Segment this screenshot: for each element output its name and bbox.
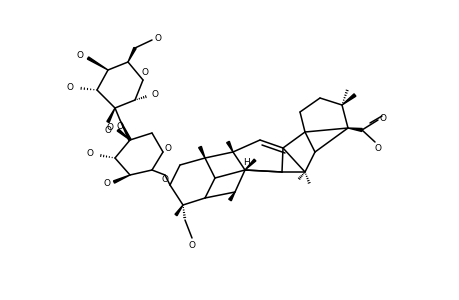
Text: O: O: [161, 176, 168, 184]
Text: O: O: [106, 122, 113, 131]
Polygon shape: [226, 141, 233, 152]
Polygon shape: [117, 129, 130, 140]
Polygon shape: [228, 192, 235, 201]
Text: O: O: [141, 68, 148, 76]
Text: O: O: [154, 34, 161, 43]
Polygon shape: [120, 120, 131, 141]
Text: O: O: [379, 113, 386, 122]
Text: H: H: [243, 158, 250, 166]
Polygon shape: [87, 57, 108, 70]
Text: O: O: [104, 125, 111, 134]
Polygon shape: [347, 128, 361, 131]
Text: O: O: [151, 89, 158, 98]
Polygon shape: [106, 108, 115, 123]
Polygon shape: [174, 205, 183, 216]
Text: O: O: [374, 143, 381, 152]
Polygon shape: [341, 94, 355, 105]
Polygon shape: [113, 175, 130, 183]
Text: O: O: [188, 241, 195, 250]
Text: O: O: [164, 143, 171, 152]
Text: O: O: [86, 148, 93, 158]
Text: O: O: [103, 179, 110, 188]
Text: O: O: [76, 50, 84, 59]
Polygon shape: [198, 146, 205, 158]
Text: O: O: [67, 82, 73, 91]
Text: O: O: [116, 122, 123, 130]
Polygon shape: [245, 159, 255, 170]
Polygon shape: [128, 47, 136, 62]
